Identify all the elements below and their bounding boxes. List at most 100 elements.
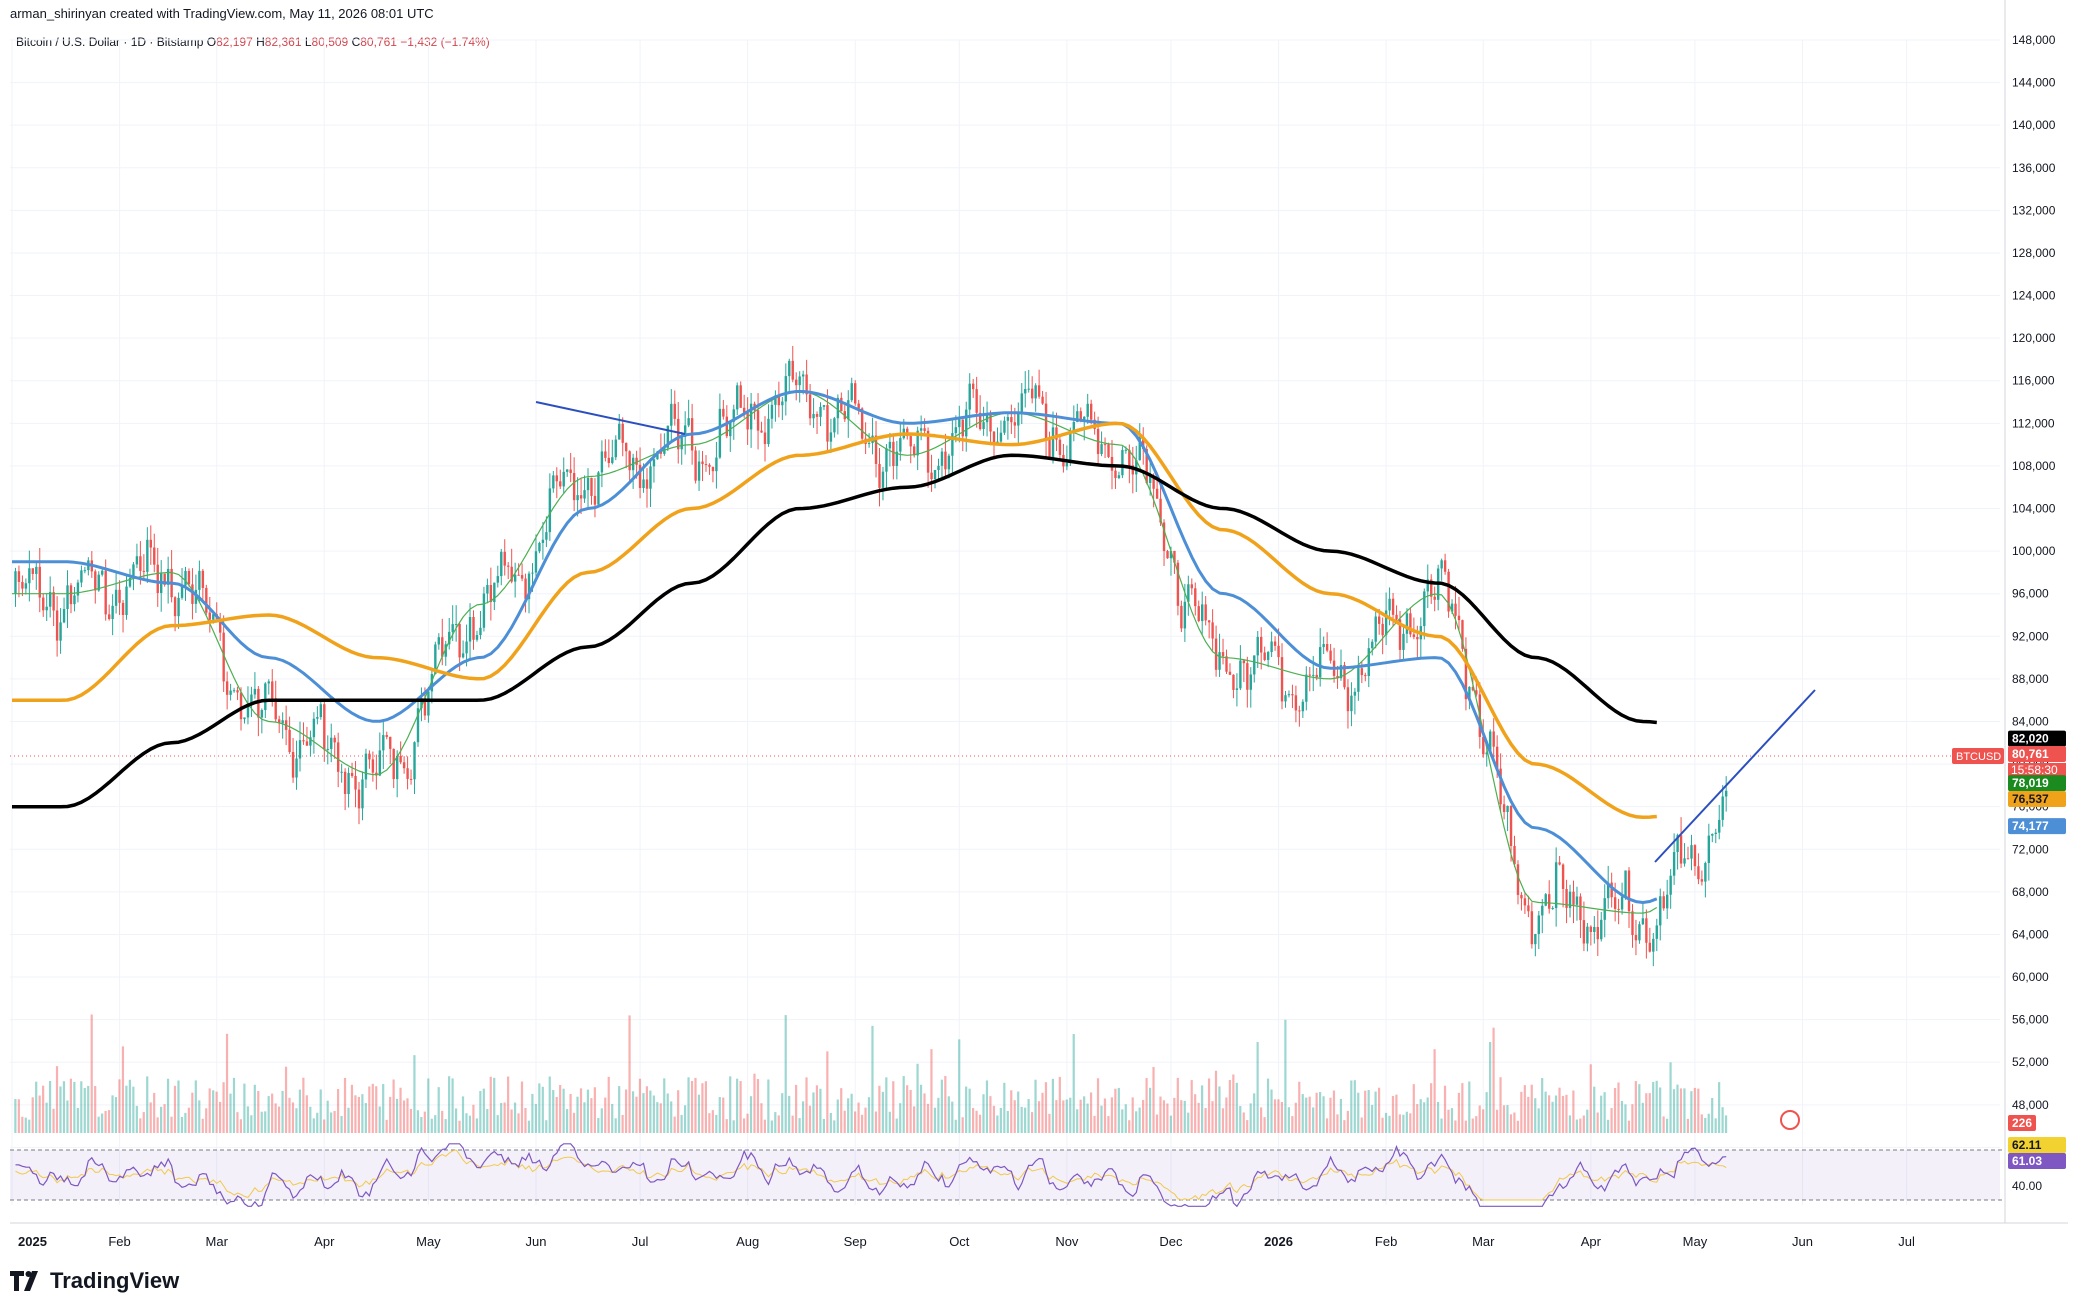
candle-body <box>711 466 715 472</box>
low-label: L <box>304 35 312 49</box>
volume-bar <box>1416 1104 1419 1133</box>
volume-bar <box>756 1079 760 1133</box>
candle-body <box>687 418 690 426</box>
candle-body <box>330 737 333 749</box>
volume-bar <box>1579 1118 1582 1133</box>
volume-bar <box>382 1083 385 1133</box>
volume-bar <box>132 1086 135 1133</box>
volume-bar <box>611 1103 614 1133</box>
volume-bar <box>649 1090 652 1133</box>
volume-bar <box>135 1105 138 1133</box>
candle-body <box>1676 835 1679 853</box>
candle-body <box>555 475 558 482</box>
volume-bar <box>1197 1102 1200 1133</box>
volume-bar <box>1534 1098 1537 1133</box>
candle-body <box>1409 613 1412 635</box>
volume-bar <box>17 1099 20 1133</box>
candle-body <box>1582 920 1586 944</box>
candle-body <box>121 602 125 615</box>
volume-bar <box>1232 1074 1235 1133</box>
volume-bar <box>153 1092 156 1133</box>
candle-body <box>1315 674 1318 678</box>
volume-bar <box>1183 1100 1186 1133</box>
volume-bar <box>600 1108 603 1133</box>
candle-body <box>815 414 819 417</box>
candle-body <box>1225 656 1228 672</box>
volume-bar <box>1062 1100 1065 1133</box>
volume-bar <box>1471 1118 1474 1133</box>
candle-body <box>1714 832 1717 834</box>
tradingview-logo[interactable]: TradingView <box>10 1268 179 1294</box>
candle-body <box>413 742 416 780</box>
y-tick-label: 144,000 <box>2012 76 2056 90</box>
candle-body <box>395 755 399 780</box>
volume-bar <box>1513 1112 1516 1133</box>
volume-bar <box>1589 1064 1592 1133</box>
candle-body <box>1377 616 1381 624</box>
candle-body <box>860 408 864 439</box>
candle-body <box>451 624 454 632</box>
volume-bar <box>704 1081 707 1133</box>
candle-body <box>1155 488 1159 499</box>
volume-bar <box>999 1108 1002 1133</box>
candle-body <box>642 479 645 489</box>
candle-body <box>437 637 441 645</box>
candle-body <box>1544 894 1547 906</box>
candle-body <box>1554 862 1558 909</box>
volume-bar <box>930 1049 933 1133</box>
candle-body <box>1232 674 1235 690</box>
volume-bar <box>1256 1042 1259 1133</box>
candle-body <box>1024 388 1027 394</box>
candle-body <box>1509 805 1513 847</box>
volume-bar <box>1051 1078 1054 1133</box>
volume-bar <box>1603 1092 1606 1133</box>
candle-body <box>1329 650 1332 661</box>
candle-body <box>1211 622 1214 639</box>
candle-body <box>1173 550 1176 563</box>
volume-bar <box>746 1113 749 1133</box>
volume-bar <box>444 1119 447 1133</box>
x-tick-label: Aug <box>736 1234 759 1249</box>
volume-bar <box>354 1095 357 1133</box>
volume-bar <box>777 1115 780 1133</box>
candle-body <box>493 582 496 603</box>
volume-bar <box>1107 1116 1110 1133</box>
candle-body <box>1398 619 1402 650</box>
volume-bar <box>975 1110 978 1133</box>
volume-bar <box>729 1076 732 1133</box>
candle-body <box>1322 644 1325 648</box>
candle-body <box>819 406 822 417</box>
candle-body <box>1655 925 1658 939</box>
candle-body <box>323 704 326 750</box>
volume-bar <box>1683 1088 1686 1133</box>
candle-body <box>1138 436 1141 461</box>
candle-body <box>434 644 437 675</box>
volume-bar <box>1665 1118 1669 1133</box>
volume-bar <box>1478 1105 1481 1133</box>
candle-body <box>14 571 17 594</box>
volume-bar <box>965 1086 968 1133</box>
volume-bar <box>1027 1099 1030 1133</box>
candle-body <box>742 407 746 413</box>
candle-body <box>1665 894 1669 909</box>
volume-bar <box>250 1115 253 1133</box>
chart-grid <box>10 39 2000 1205</box>
support-trendline <box>1654 689 1816 863</box>
candle-body <box>1679 835 1683 864</box>
candle-body <box>156 564 159 593</box>
volume-bar <box>878 1085 881 1133</box>
volume-bar <box>1440 1118 1443 1133</box>
volume-bar <box>1436 1101 1440 1133</box>
ma-fast-price-label-bg <box>2008 775 2066 792</box>
candle-body <box>305 741 309 746</box>
symbol-title[interactable]: Bitcoin / U.S. Dollar · 1D · Bitstamp <box>16 35 204 49</box>
volume-bar <box>1246 1120 1249 1133</box>
candle-body <box>1350 695 1353 712</box>
volume-bar <box>1148 1087 1152 1133</box>
candle-body <box>1447 571 1450 612</box>
ma-mid-price-label: 74,177 <box>2012 819 2049 833</box>
volume-bar <box>1676 1084 1679 1133</box>
volume-bar <box>482 1088 485 1133</box>
candle-body <box>666 425 670 448</box>
